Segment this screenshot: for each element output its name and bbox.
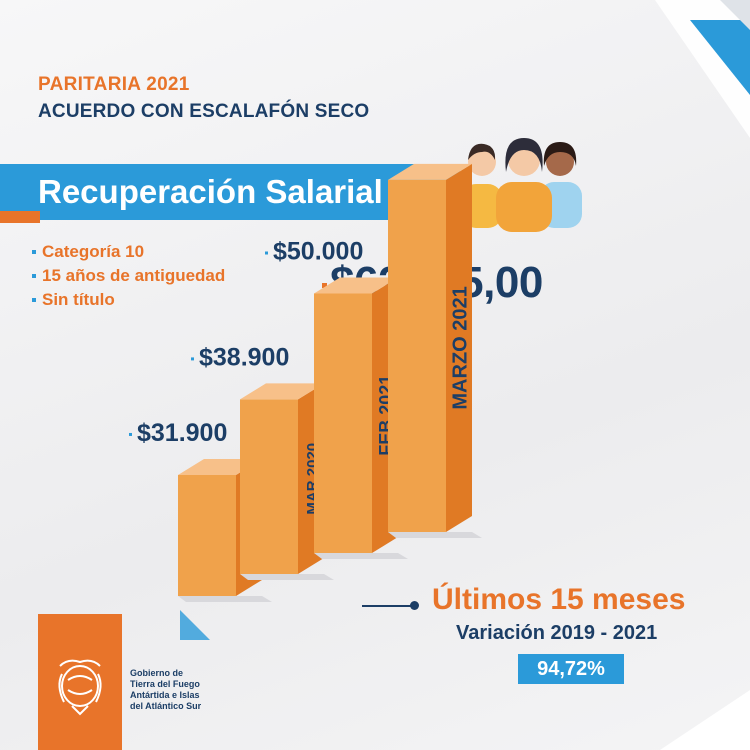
government-name-line: Gobierno de bbox=[130, 668, 184, 678]
government-logo-block bbox=[38, 614, 122, 750]
bar-value-label: $31.900 bbox=[137, 419, 227, 447]
bar-side bbox=[446, 163, 472, 532]
page-title: PARITARIA 2021 bbox=[38, 74, 190, 95]
provincial-seal-icon bbox=[58, 659, 102, 716]
bottom-decoration bbox=[180, 610, 210, 640]
summary-subtitle: Variación 2019 - 2021 bbox=[456, 622, 658, 644]
bar-front bbox=[240, 399, 298, 574]
bar-top bbox=[314, 277, 398, 294]
bullet-marker bbox=[32, 298, 36, 302]
bar-front bbox=[388, 179, 446, 532]
top-right-decoration bbox=[655, 0, 750, 138]
criteria-list: Categoría 10 15 años de antiguedad Sin t… bbox=[32, 240, 225, 312]
criteria-label: 15 años de antiguedad bbox=[42, 266, 226, 285]
bar-shadow bbox=[388, 532, 482, 538]
bottom-right-decoration bbox=[660, 690, 750, 750]
title-banner: Recuperación Salarial bbox=[0, 164, 460, 220]
summary-title: Últimos 15 meses bbox=[432, 583, 686, 616]
bar-value-marker bbox=[191, 357, 194, 361]
bar: FEB 2021 bbox=[314, 277, 408, 559]
bar-value-marker bbox=[265, 251, 268, 255]
government-name-line: Tierra del Fuego bbox=[130, 679, 200, 689]
criteria-item: 15 años de antiguedad bbox=[32, 264, 225, 288]
banner-title: Recuperación Salarial bbox=[38, 173, 383, 210]
criteria-label: Sin título bbox=[42, 290, 115, 309]
bar-value-marker bbox=[129, 432, 132, 436]
bar-front bbox=[178, 474, 236, 596]
banner-accent bbox=[0, 211, 40, 223]
government-name-line: del Atlántico Sur bbox=[130, 701, 202, 711]
summary-connector-dot bbox=[410, 601, 419, 610]
bar-top bbox=[388, 163, 472, 180]
government-name: Gobierno de Tierra del Fuego Antártida e… bbox=[130, 668, 201, 712]
government-name-line: Antártida e Islas bbox=[130, 690, 200, 700]
bar-top bbox=[240, 383, 324, 400]
bar-shadow bbox=[314, 553, 408, 559]
criteria-item: Categoría 10 bbox=[32, 240, 225, 264]
bar-value-label: $50.000 bbox=[273, 238, 363, 266]
amount-marker bbox=[322, 283, 327, 288]
summary-connector-line bbox=[362, 605, 414, 607]
variation-percent-badge: 94,72% bbox=[518, 654, 624, 684]
criteria-item: Sin título bbox=[32, 288, 225, 312]
page-subtitle: ACUERDO CON ESCALAFÓN SECO bbox=[38, 101, 370, 122]
bar-front bbox=[314, 293, 372, 553]
bar: MARZO 2021 bbox=[388, 163, 482, 538]
bullet-marker bbox=[32, 274, 36, 278]
bar-shadow bbox=[178, 596, 272, 602]
bar-category-label: MARZO 2021 bbox=[449, 286, 471, 409]
bullet-marker bbox=[32, 250, 36, 254]
criteria-label: Categoría 10 bbox=[42, 242, 145, 261]
bar-shadow bbox=[240, 574, 334, 580]
bar-value-label: $38.900 bbox=[199, 343, 289, 371]
